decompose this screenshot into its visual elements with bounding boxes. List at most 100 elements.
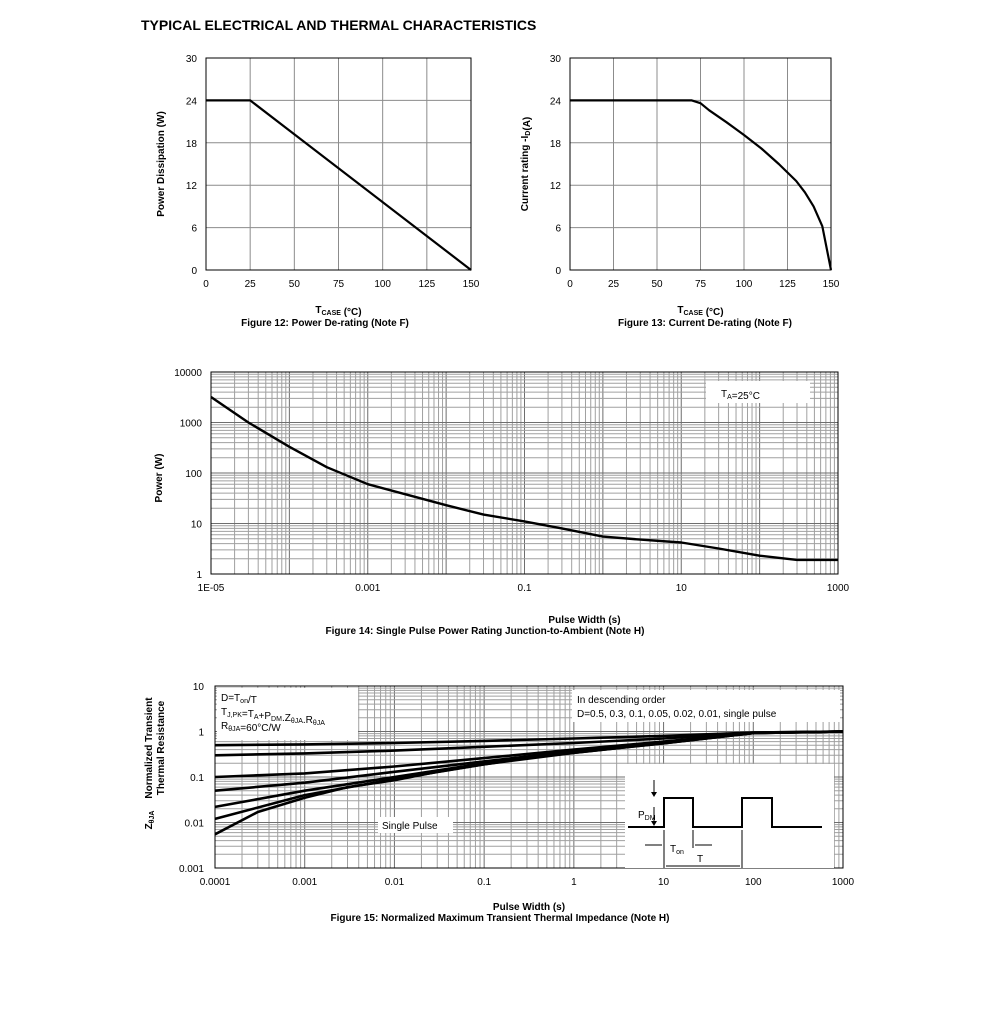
fig12-xtick-0: 0 — [203, 279, 209, 290]
fig14-xtick-3: 10 — [676, 583, 688, 594]
fig15-ylabel-line2: Thermal Resistance — [156, 700, 167, 795]
fig13-ytick-2: 12 — [550, 181, 562, 192]
fig14-chart: 1E-05 0.001 0.1 10 1000 1 10 100 1000 10000 TA=25°… — [154, 368, 850, 626]
fig15-ylabel-line1: Normalized Transient — [144, 697, 155, 799]
fig12-xtick-5: 125 — [418, 279, 435, 290]
fig14-xtick-4: 1000 — [827, 583, 850, 594]
fig14-annotation-bg — [706, 381, 810, 403]
fig12-axes — [205, 57, 472, 271]
fig14-ytick-4: 10000 — [174, 368, 202, 379]
fig15-xtick-3: 0.1 — [477, 877, 491, 888]
fig15-xtick-0: 0.0001 — [200, 877, 231, 888]
fig15-ytick-0: 0.001 — [179, 864, 204, 875]
fig15-inset-ton-label: Ton — [670, 844, 684, 856]
fig15-ytick-1: 0.01 — [185, 819, 205, 830]
fig15-xlabel: Pulse Width (s) — [493, 902, 565, 913]
fig12-ytick-2: 12 — [186, 181, 198, 192]
fig12-labels: 0 25 50 75 100 125 150 0 6 12 18 24 30 TCASE (°C) Powe… — [156, 54, 480, 318]
fig13-xtick-3: 75 — [695, 279, 707, 290]
fig12-ytick-4: 24 — [186, 96, 198, 107]
fig15-overlay: D=Ton/TTJ,PK=TA+PDM.ZθJA.RθJARθJA=60°C/W… — [217, 688, 840, 868]
fig15-legend-left-bg — [217, 688, 358, 740]
fig15-inset-pdm-arrowhead — [651, 821, 657, 826]
fig13-ytick-5: 30 — [550, 54, 562, 65]
fig14-series-line-0 — [210, 396, 838, 562]
fig15-xtick-6: 100 — [745, 877, 762, 888]
fig13-chart: 0 25 50 75 100 125 150 0 6 12 18 24 30 TCASE (°C) Curr… — [520, 54, 840, 318]
fig14-ytick-2: 100 — [185, 469, 202, 480]
fig12-ylabel: Power Dissipation (W) — [156, 111, 167, 217]
fig12-xtick-3: 75 — [333, 279, 345, 290]
fig13-xtick-0: 0 — [567, 279, 573, 290]
page-heading: TYPICAL ELECTRICAL AND THERMAL CHARACTER… — [141, 17, 537, 33]
fig13-grid — [569, 57, 832, 271]
fig12-ytick-3: 18 — [186, 139, 198, 150]
fig12-marks — [206, 99, 472, 271]
fig15-ytick-3: 1 — [198, 728, 204, 739]
fig13-axes — [569, 57, 832, 271]
fig13-ytick-1: 6 — [555, 224, 561, 235]
fig15-inset-bg — [625, 764, 834, 868]
fig13-xtick-4: 100 — [736, 279, 753, 290]
fig13-marks — [570, 99, 833, 271]
fig14-ylabel: Power (W) — [154, 454, 165, 503]
fig15-ytick-2: 0.1 — [190, 773, 204, 784]
fig13-xtick-6: 150 — [823, 279, 840, 290]
fig12-series-line-0 — [206, 99, 472, 271]
fig15-chart: 0.0001 0.001 0.01 0.1 1 10 100 1000 0.001 0.01 0.1… — [144, 682, 855, 913]
fig12-ytick-5: 30 — [186, 54, 198, 65]
fig15-labels: 0.0001 0.001 0.01 0.1 1 10 100 1000 0.001 0.01 0.1… — [144, 682, 855, 913]
fig12-xlabel: TCASE (°C) — [315, 305, 361, 318]
fig15-inset-pdm-label: PDM — [638, 810, 656, 822]
fig15-xtick-2: 0.01 — [385, 877, 405, 888]
fig15-xtick-4: 1 — [571, 877, 577, 888]
fig14-caption: Figure 14: Single Pulse Power Rating Jun… — [325, 626, 645, 637]
fig15-inset-pdm-top-arrowhead — [651, 792, 657, 797]
fig12-xtick-1: 25 — [245, 279, 257, 290]
fig12-chart: 0 25 50 75 100 125 150 0 6 12 18 24 30 TCASE (°C) Powe… — [156, 54, 480, 318]
fig15-legend-left-line-0: D=Ton/T — [221, 693, 257, 706]
fig14-ytick-1: 10 — [191, 520, 203, 531]
fig12-caption: Figure 12: Power De-rating (Note F) — [241, 318, 409, 329]
fig12-xtick-6: 150 — [463, 279, 480, 290]
fig13-series-line-0 — [570, 99, 833, 271]
fig15-single-pulse-label: Single Pulse — [382, 821, 438, 832]
fig15-marks — [214, 730, 844, 836]
fig13-xtick-2: 50 — [651, 279, 663, 290]
fig15-ytick-4: 10 — [193, 682, 205, 693]
fig15-inset-waveform — [628, 797, 822, 828]
fig15-legend-right-line-1: D=0.5, 0.3, 0.1, 0.05, 0.02, 0.01, singl… — [577, 709, 777, 720]
fig14-xtick-1: 0.001 — [355, 583, 380, 594]
fig14-plot-frame — [210, 371, 839, 575]
fig12-ytick-0: 0 — [191, 266, 197, 277]
fig14-labels: 1E-05 0.001 0.1 10 1000 1 10 100 1000 10000 TA=25°… — [154, 368, 850, 626]
fig15-ylabel-symbol: ZθJA — [144, 811, 156, 830]
fig15-legend-right-bg — [572, 690, 840, 722]
fig14-ytick-3: 1000 — [180, 419, 203, 430]
fig15-legend-right-line-0: In descending order — [577, 695, 666, 706]
fig14-marks — [210, 396, 838, 562]
fig12-xtick-2: 50 — [289, 279, 301, 290]
fig14-xtick-2: 0.1 — [518, 583, 532, 594]
fig12-ytick-1: 6 — [191, 224, 197, 235]
fig15-inset-t-label: T — [697, 854, 703, 865]
fig15-single-pulse-bg — [378, 817, 453, 833]
fig13-ylabel: Current rating -ID(A) — [520, 117, 533, 212]
fig13-caption: Figure 13: Current De-rating (Note F) — [618, 318, 792, 329]
fig14-annotation: TA=25°C — [721, 389, 760, 402]
fig14-ytick-0: 1 — [196, 570, 202, 581]
fig14-xtick-0: 1E-05 — [198, 583, 225, 594]
fig12-plot-frame — [205, 57, 472, 271]
fig14-axes — [210, 371, 839, 575]
fig15-xtick-5: 10 — [658, 877, 670, 888]
fig15-caption: Figure 15: Normalized Maximum Transient … — [330, 913, 670, 924]
fig15-xtick-1: 0.001 — [292, 877, 317, 888]
fig15-xtick-7: 1000 — [832, 877, 855, 888]
fig13-xtick-5: 125 — [779, 279, 796, 290]
fig13-ytick-3: 18 — [550, 139, 562, 150]
fig15-legend-left-line-2: RθJA=60°C/W — [221, 721, 281, 734]
fig15-series-line-6 — [214, 730, 844, 836]
fig13-plot-frame — [569, 57, 832, 271]
fig15-legend-left-line-1: TJ,PK=TA+PDM.ZθJA.RθJA — [221, 707, 325, 727]
fig13-xlabel: TCASE (°C) — [677, 305, 723, 318]
